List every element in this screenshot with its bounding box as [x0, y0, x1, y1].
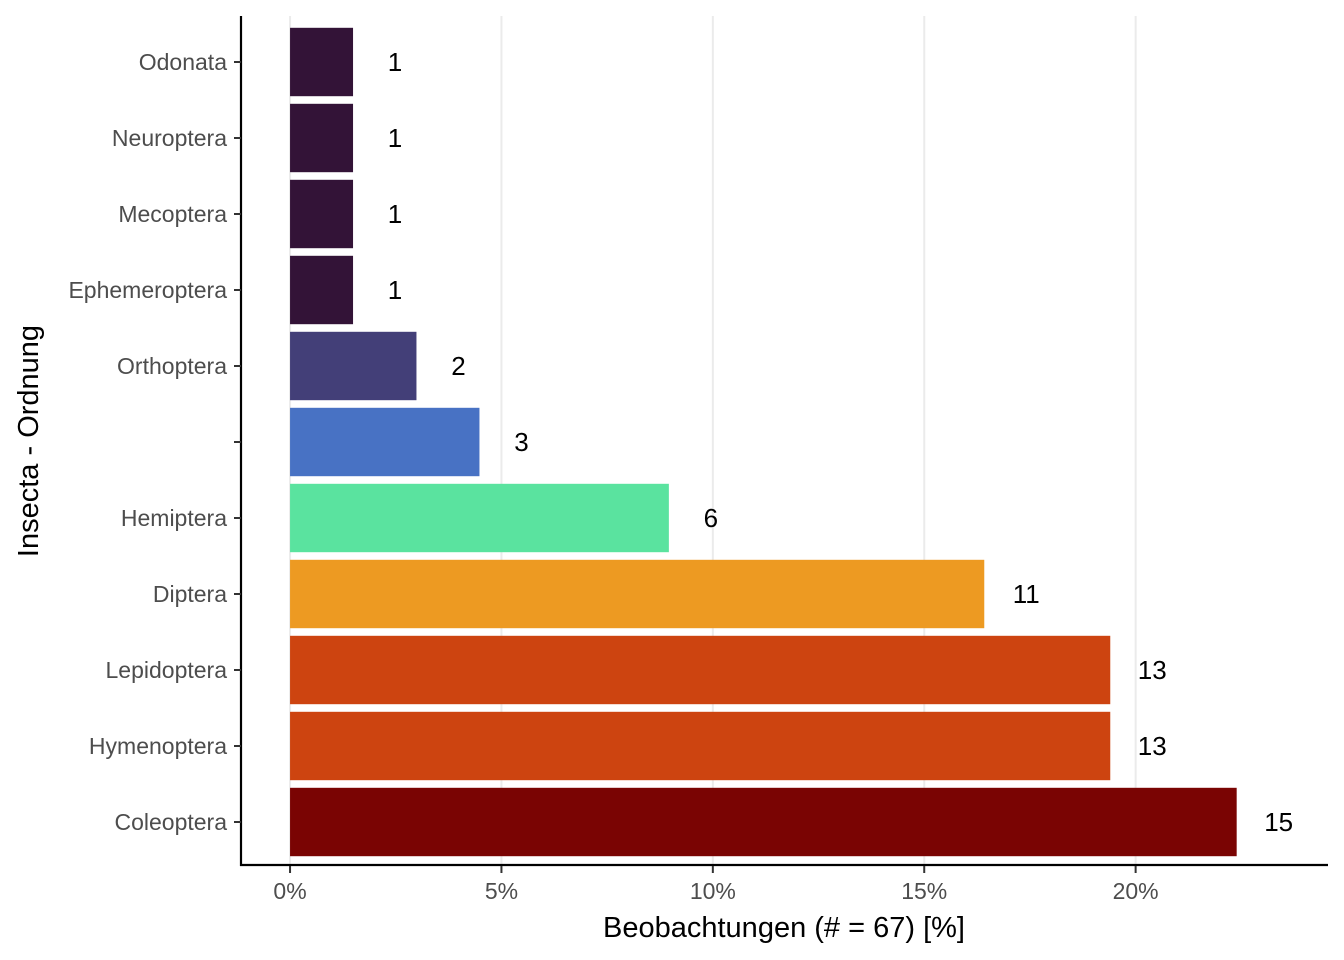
x-tick-label: 5%: [485, 878, 518, 904]
x-tick-label: 10%: [690, 878, 736, 904]
bar-value-label: 15: [1264, 807, 1293, 837]
bar-value-label: 1: [388, 123, 402, 153]
bar: [290, 103, 354, 173]
bar-value-label: 11: [1013, 579, 1040, 609]
bar: [290, 559, 985, 629]
bar-value-label: 1: [388, 199, 402, 229]
bar-value-label: 3: [514, 427, 528, 457]
y-tick-label: Hemiptera: [121, 505, 227, 531]
y-tick-label: Odonata: [139, 49, 227, 75]
y-axis-ticks: Odonata Neuroptera Mecoptera Ephemeroptera O…: [68, 49, 241, 835]
x-axis-title: Beobachtungen (# = 67) [%]: [603, 912, 965, 944]
bar-value-label: 13: [1138, 731, 1167, 761]
x-axis-ticks: 0% 5% 10% 15% 20%: [273, 866, 1159, 904]
bars: [290, 27, 1237, 857]
y-tick-label: Orthoptera: [117, 353, 227, 379]
x-tick-label: 15%: [901, 878, 947, 904]
bar: [290, 179, 354, 249]
bar-value-label: 1: [388, 47, 402, 77]
y-tick-label: Hymenoptera: [89, 733, 227, 759]
bar-value-label: 13: [1138, 655, 1167, 685]
bar: [290, 483, 669, 553]
bar: [290, 331, 417, 401]
y-tick-label: Coleoptera: [114, 809, 227, 835]
bar-value-label: 1: [388, 275, 402, 305]
y-tick-label: Lepidoptera: [106, 657, 228, 683]
bar-value-label: 2: [451, 351, 465, 381]
y-tick-label: Neuroptera: [112, 125, 227, 151]
bar-value-label: 6: [704, 503, 718, 533]
y-tick-label: Diptera: [153, 581, 227, 607]
y-tick-label: Mecoptera: [118, 201, 227, 227]
bar: [290, 787, 1237, 857]
bar: [290, 407, 480, 477]
y-axis-title: Insecta - Ordnung: [13, 325, 45, 557]
bar: [290, 635, 1111, 705]
x-tick-label: 20%: [1113, 878, 1159, 904]
x-tick-label: 0%: [273, 878, 306, 904]
bar: [290, 711, 1111, 781]
bar: [290, 27, 354, 97]
bar: [290, 255, 354, 325]
y-tick-label: Ephemeroptera: [68, 277, 227, 303]
